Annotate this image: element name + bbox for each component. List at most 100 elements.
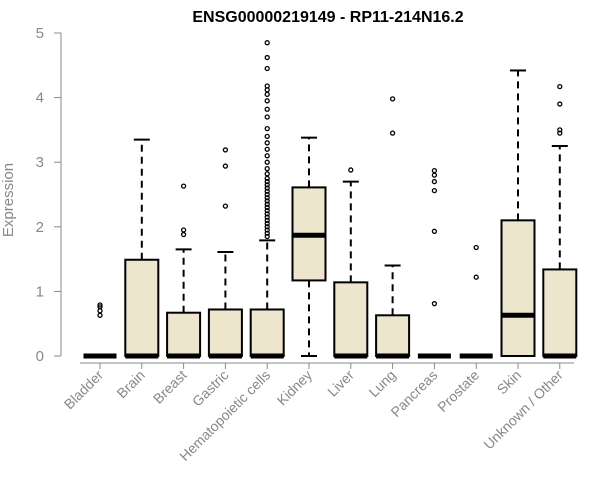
outlier-point: [264, 146, 270, 152]
box-group: [291, 136, 327, 357]
outlier-point: [180, 183, 187, 189]
outlier-point: [264, 133, 270, 140]
box-body: [207, 308, 243, 358]
outlier-point: [264, 201, 270, 207]
x-tick-label: Kidney: [274, 367, 316, 409]
outlier-point: [264, 214, 270, 220]
box-body: [500, 219, 536, 357]
x-tick-label: Skin: [494, 367, 525, 398]
outlier-point: [264, 40, 270, 46]
box-group: [417, 167, 451, 359]
x-tick-label: Breast: [150, 367, 190, 407]
y-tick-label: 0: [36, 348, 44, 365]
outlier-point: [264, 153, 270, 159]
outlier-point: [264, 204, 270, 211]
outlier-point: [264, 217, 270, 223]
x-tick-label: Brain: [113, 367, 147, 401]
outlier-point: [264, 140, 270, 146]
outlier-point: [431, 172, 438, 178]
box-group: [375, 96, 411, 359]
outlier-point: [222, 147, 229, 153]
box-body: [375, 314, 411, 357]
outlier-point: [264, 159, 270, 165]
outlier-point: [264, 182, 270, 188]
box-group: [166, 183, 202, 359]
outlier-point: [389, 130, 396, 136]
outlier-point: [264, 98, 270, 104]
outlier-point: [431, 228, 438, 234]
outlier-point: [180, 231, 187, 238]
outlier-point: [557, 101, 563, 107]
outlier-point: [264, 188, 270, 194]
boxes-layer: [83, 40, 578, 359]
box-body: [166, 311, 202, 357]
outlier-point: [389, 96, 396, 102]
box-group: [459, 244, 493, 359]
chart-title: ENSG00000219149 - RP11-214N16.2: [192, 9, 463, 26]
box-group: [542, 83, 578, 359]
outlier-point: [264, 195, 270, 201]
outlier-point: [264, 178, 270, 185]
outlier-point: [264, 166, 270, 172]
box-group: [124, 138, 160, 359]
outlier-point: [264, 230, 270, 236]
outlier-point: [264, 91, 270, 98]
outlier-point: [222, 163, 229, 169]
outlier-point: [264, 171, 270, 177]
outlier-point: [557, 127, 563, 133]
y-axis-ticks: 0 1 2 3 4 5: [36, 25, 61, 365]
outlier-point: [97, 304, 103, 310]
x-tick-label: Unknown / Other: [480, 367, 566, 453]
y-axis-label: Expression: [0, 163, 17, 237]
outlier-point: [264, 175, 270, 182]
outlier-point: [264, 83, 270, 89]
outlier-point: [557, 130, 563, 136]
outlier-point: [473, 244, 479, 251]
y-tick-label: 3: [36, 154, 44, 171]
box-body: [249, 308, 285, 358]
outlier-point: [473, 274, 479, 280]
x-tick-label: Bladder: [61, 367, 107, 413]
outlier-point: [431, 178, 438, 185]
box-body: [333, 281, 369, 357]
x-tick-label: Prostate: [434, 367, 482, 415]
y-tick-label: 1: [36, 283, 44, 300]
box-body: [542, 268, 578, 358]
box-group: [249, 40, 285, 359]
outlier-point: [264, 185, 270, 191]
outlier-point: [264, 191, 270, 198]
outlier-point: [264, 220, 270, 227]
outlier-point: [264, 207, 270, 214]
outlier-point: [222, 203, 229, 209]
outlier-point: [431, 187, 438, 194]
box-body: [124, 258, 160, 357]
outlier-point: [264, 233, 270, 240]
x-tick-label: Liver: [324, 367, 357, 400]
outlier-point: [180, 227, 187, 233]
outlier-point: [97, 302, 103, 308]
outlier-point: [264, 224, 270, 230]
outlier-point: [264, 211, 270, 217]
y-tick-label: 2: [36, 219, 44, 236]
outlier-point: [557, 83, 563, 90]
outlier-point: [264, 114, 270, 120]
x-tick-label: Lung: [365, 367, 398, 400]
outlier-point: [97, 312, 103, 318]
outlier-point: [264, 198, 270, 204]
outlier-point: [264, 106, 270, 112]
box-group: [207, 147, 243, 359]
outlier-point: [348, 167, 354, 173]
box-group: [500, 69, 536, 357]
outlier-point: [264, 125, 270, 132]
box-group: [333, 167, 369, 359]
outlier-point: [264, 227, 270, 233]
y-tick-label: 4: [36, 90, 44, 107]
outlier-point: [431, 167, 438, 174]
y-tick-label: 5: [36, 25, 44, 42]
outlier-point: [264, 54, 270, 61]
outlier-point: [264, 65, 270, 72]
outlier-point: [431, 301, 438, 307]
box-group: [83, 302, 117, 359]
